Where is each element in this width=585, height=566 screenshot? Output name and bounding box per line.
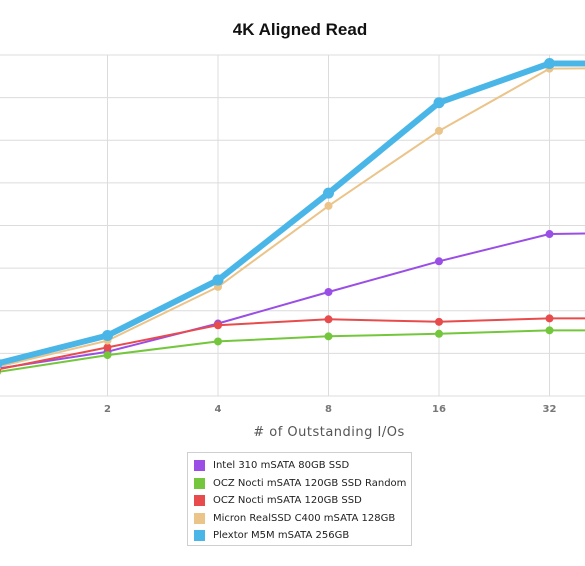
chart-title: 4K Aligned Read xyxy=(233,20,367,39)
data-point xyxy=(323,187,334,199)
data-point xyxy=(433,97,445,109)
data-point xyxy=(324,287,333,296)
series-4 xyxy=(0,58,585,369)
legend-swatch xyxy=(194,495,205,507)
legend-label: OCZ Nocti mSATA 120GB SSD Random xyxy=(213,477,407,489)
data-point xyxy=(435,317,443,326)
data-point xyxy=(324,315,333,324)
legend: Intel 310 mSATA 80GB SSD OCZ Nocti mSATA … xyxy=(187,452,412,546)
data-point xyxy=(324,332,333,341)
data-point xyxy=(435,126,443,135)
data-point xyxy=(545,230,554,239)
x-tick-label: 32 xyxy=(543,404,557,415)
legend-swatch xyxy=(194,530,205,542)
data-point xyxy=(102,329,113,341)
legend-label: Intel 310 mSATA 80GB SSD xyxy=(213,460,350,472)
x-tick-label: 4 xyxy=(215,404,222,415)
data-point xyxy=(324,201,333,210)
x-axis-label: # of Outstanding I/Os xyxy=(253,425,405,440)
legend-label: OCZ Nocti mSATA 120GB SSD xyxy=(213,495,362,507)
legend-item: Micron RealSSD C400 mSATA 128GB xyxy=(194,510,405,528)
series-layer xyxy=(0,58,585,375)
data-point xyxy=(545,326,554,335)
legend-swatch xyxy=(194,460,205,472)
x-tick-label: 16 xyxy=(432,404,446,415)
data-point xyxy=(103,351,112,360)
legend-swatch xyxy=(194,477,205,489)
data-point xyxy=(214,337,222,346)
x-tick-label: 2 xyxy=(104,404,111,415)
legend-label: Plextor M5M mSATA 256GB xyxy=(213,530,350,542)
legend-label: Micron RealSSD C400 mSATA 128GB xyxy=(213,512,396,524)
data-point xyxy=(545,314,554,323)
data-point xyxy=(435,329,443,338)
series-3 xyxy=(0,64,585,370)
data-point xyxy=(435,257,443,266)
data-point xyxy=(212,274,224,286)
data-point xyxy=(214,321,222,330)
data-point xyxy=(0,358,3,369)
series-2 xyxy=(0,314,585,373)
data-point xyxy=(544,58,555,70)
legend-item: Plextor M5M mSATA 256GB xyxy=(194,527,405,545)
x-tick-label: 8 xyxy=(325,404,332,415)
legend-item: OCZ Nocti mSATA 120GB SSD xyxy=(194,492,405,510)
legend-item: OCZ Nocti mSATA 120GB SSD Random xyxy=(194,475,407,493)
legend-swatch xyxy=(194,512,205,524)
x-axis-ticks: 2 4 8 16 32 xyxy=(104,404,556,415)
data-point xyxy=(103,343,112,352)
series-1 xyxy=(0,326,585,375)
series-line xyxy=(0,317,585,371)
series-line xyxy=(0,232,585,370)
legend-item: Intel 310 mSATA 80GB SSD xyxy=(194,457,405,475)
series-line xyxy=(0,60,585,366)
